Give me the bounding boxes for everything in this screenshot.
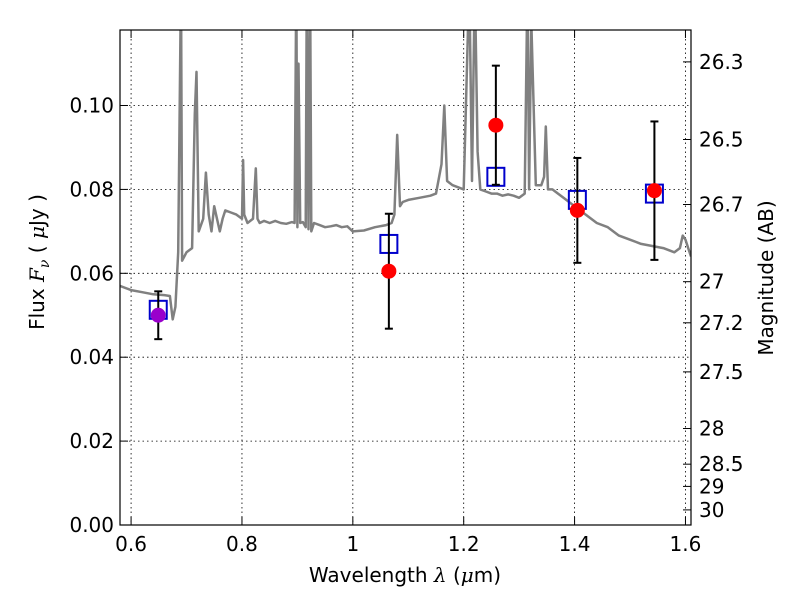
y-axis-label: Flux Fν ( μJy ) [25, 194, 53, 330]
y-tick-label: 0.10 [69, 94, 114, 118]
magnitude-tick-label: 26.5 [699, 127, 744, 151]
plot-area [120, 30, 691, 341]
y-tick-label: 0.04 [69, 345, 114, 369]
observed-flux-point [381, 263, 397, 279]
plot-frame [119, 29, 692, 526]
grid-lines [120, 30, 691, 525]
x-tick-label: 0.8 [226, 532, 258, 556]
x-tick-label: 1.6 [670, 532, 702, 556]
x-tick-label: 1.4 [559, 532, 591, 556]
observed-flux-point [569, 202, 585, 218]
magnitude-tick-label: 27 [699, 270, 724, 294]
x-axis-label: Wavelength λ (μm) [309, 563, 501, 587]
plot-data-group [120, 30, 691, 341]
y-tick-label: 0.00 [69, 513, 114, 537]
model-spectrum-line [120, 30, 691, 321]
y-tick-label: 0.02 [69, 429, 114, 453]
y-tick-label: 0.08 [69, 177, 114, 201]
x-axis-ticks: 0.6 0.8 1 1.2 1.4 1.6 [115, 30, 701, 556]
magnitude-tick-label: 27.5 [699, 360, 744, 384]
observed-flux-point [150, 307, 166, 323]
magnitude-tick-label: 26.3 [699, 50, 744, 74]
magnitude-tick-label: 26.7 [699, 193, 744, 217]
observed-flux-point [646, 183, 662, 199]
x-tick-label: 1 [346, 532, 359, 556]
magnitude-tick-label: 29 [699, 474, 724, 498]
magnitude-tick-label: 27.2 [699, 311, 744, 335]
magnitude-axis-label: Magnitude (AB) [754, 200, 778, 355]
observed-flux-point [488, 117, 504, 133]
magnitude-tick-label: 30 [699, 498, 724, 522]
x-tick-label: 1.2 [448, 532, 480, 556]
magnitude-tick-label: 28.5 [699, 452, 744, 476]
magnitude-tick-label: 28 [699, 417, 724, 441]
y-axis-ticks: 0.00 0.02 0.04 0.06 0.08 0.10 [69, 94, 128, 537]
y-tick-label: 0.06 [69, 261, 114, 285]
x-tick-label: 0.6 [115, 532, 147, 556]
